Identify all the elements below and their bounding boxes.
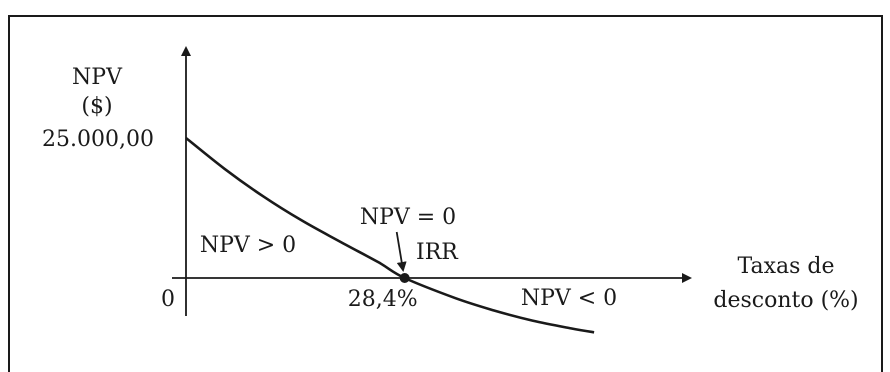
npv-zero-annotation: NPV = 0 [360,205,456,230]
origin-label: 0 [161,287,175,312]
irr-point [399,273,410,283]
y-axis-label-line1: NPV [72,65,123,90]
npv-positive-annotation: NPV > 0 [200,233,296,258]
y-axis-label-line2: ($) [81,94,112,119]
npv-curve-series [185,136,595,334]
npv-negative-annotation: NPV < 0 [521,286,617,311]
irr-annotation: IRR [416,240,459,265]
y-intercept-label: 25.000,00 [42,127,154,152]
x-axis-label-line2: desconto (%) [713,288,858,313]
irr-pointer-arrow [395,231,407,272]
chart-frame [8,15,883,372]
irr-value-label: 28,4% [348,287,418,312]
x-axis-label-line1: Taxas de [738,254,835,279]
